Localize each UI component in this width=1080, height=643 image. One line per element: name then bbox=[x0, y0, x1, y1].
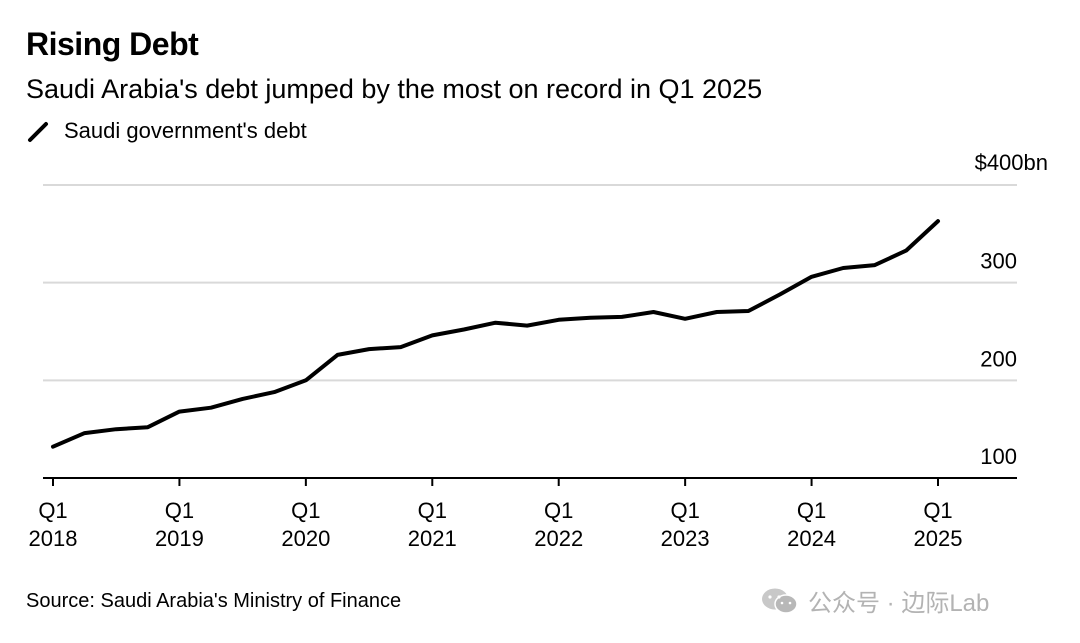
x-tick-label-year: 2025 bbox=[914, 526, 963, 551]
y-tick-label: 100 bbox=[980, 444, 1017, 469]
gridlines bbox=[43, 184, 1017, 479]
wechat-icon bbox=[762, 588, 798, 614]
x-tick-label-quarter: Q1 bbox=[923, 498, 952, 523]
x-tick-label-quarter: Q1 bbox=[165, 498, 194, 523]
x-tick-label-quarter: Q1 bbox=[418, 498, 447, 523]
x-tick-label-year: 2021 bbox=[408, 526, 457, 551]
series-line-saudi-debt bbox=[51, 219, 940, 449]
x-tick-label-year: 2023 bbox=[661, 526, 710, 551]
x-tick-label-year: 2020 bbox=[281, 526, 330, 551]
y-tick-labels: 100 200 300 $400bn bbox=[975, 150, 1048, 469]
x-tick-label-year: 2019 bbox=[155, 526, 204, 551]
series-line-group bbox=[51, 219, 940, 449]
x-tick-labels: Q1 2018 Q1 2019 Q1 2020 Q1 2021 Q1 2022 Q1 2023 Q1 20… bbox=[29, 478, 963, 551]
y-tick-label: 200 bbox=[980, 346, 1017, 371]
watermark-text: 公众号 · 边际Lab bbox=[808, 590, 990, 617]
y-tick-label: $400bn bbox=[975, 150, 1048, 175]
watermark: 公众号 · 边际Lab bbox=[760, 583, 989, 618]
source-note: Source: Saudi Arabia's Ministry of Finan… bbox=[26, 590, 402, 612]
x-tick-label-year: 2022 bbox=[534, 526, 583, 551]
chart-subtitle: Saudi Arabia's debt jumped by the most o… bbox=[26, 74, 763, 104]
x-tick-label-quarter: Q1 bbox=[797, 498, 826, 523]
x-tick-label-quarter: Q1 bbox=[544, 498, 573, 523]
x-tick-label-quarter: Q1 bbox=[291, 498, 320, 523]
x-tick-label-quarter: Q1 bbox=[38, 498, 67, 523]
x-tick-label-year: 2024 bbox=[787, 526, 836, 551]
chart-title: Rising Debt bbox=[26, 26, 199, 62]
y-tick-label: 300 bbox=[980, 249, 1017, 274]
legend-label: Saudi government's debt bbox=[64, 118, 307, 143]
legend: Saudi government's debt bbox=[26, 118, 307, 144]
x-tick-label-quarter: Q1 bbox=[670, 498, 699, 523]
x-tick-label-year: 2018 bbox=[29, 526, 78, 551]
legend-line-icon bbox=[28, 122, 48, 142]
